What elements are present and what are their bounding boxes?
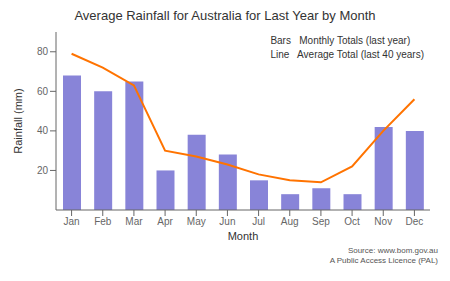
svg-text:Apr: Apr (157, 216, 173, 227)
svg-text:May: May (187, 216, 206, 227)
svg-text:Jun: Jun (219, 216, 235, 227)
svg-text:Rainfall (mm): Rainfall (mm) (12, 88, 24, 153)
html-text:Average Rainfall for Australia: Average Rainfall for Australia for Last … (74, 8, 376, 23)
svg-text:Mar: Mar (125, 216, 143, 227)
svg-text:Jan: Jan (64, 216, 80, 227)
svg-text:Oct: Oct (344, 216, 360, 227)
svg-text:Month: Month (228, 230, 259, 242)
svg-text:Sep: Sep (312, 216, 330, 227)
svg-text:Aug: Aug (281, 216, 299, 227)
html-text:Bars Monthly Totals (last year: Bars Monthly Totals (last year) (270, 35, 411, 46)
svg-text:20: 20 (37, 165, 49, 176)
svg-text:Jul: Jul (252, 216, 265, 227)
svg-text:40: 40 (37, 125, 49, 136)
svg-text:80: 80 (37, 46, 49, 57)
svg-text:60: 60 (37, 86, 49, 97)
html-text:Line Average Total (last 40 ye: Line Average Total (last 40 years) (270, 49, 424, 60)
html-text:Source: www.bom.gov.au A Publi: Source: www.bom.gov.au A Public Access L… (329, 246, 438, 265)
svg-text:Feb: Feb (94, 216, 112, 227)
svg-text:Nov: Nov (374, 216, 392, 227)
svg-text:Dec: Dec (406, 216, 424, 227)
